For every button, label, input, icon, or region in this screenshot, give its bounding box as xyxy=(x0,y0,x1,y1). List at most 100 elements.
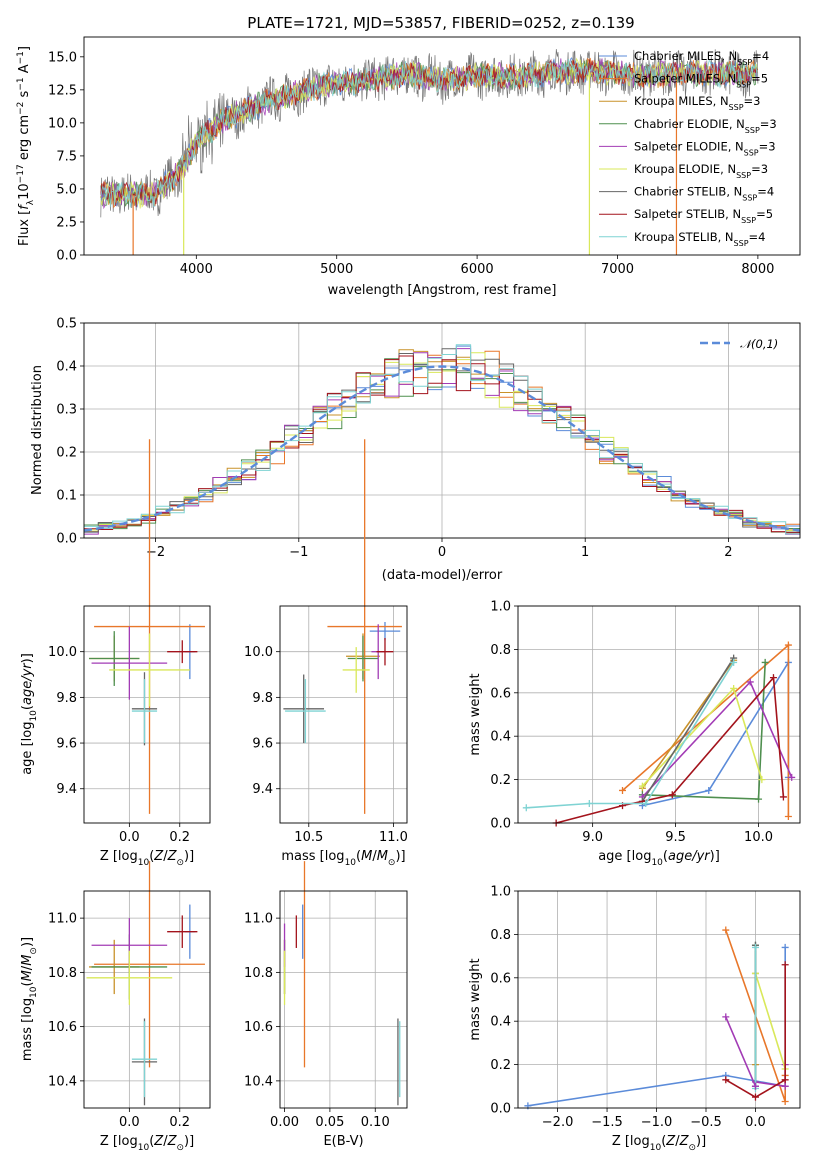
label-part: / xyxy=(163,849,168,864)
weight-marker xyxy=(781,943,789,951)
weight-line-5 xyxy=(754,973,786,1070)
label-part: / xyxy=(372,849,377,864)
y-axis-label: age [log10(age/yr)] xyxy=(20,653,39,775)
figure-title: PLATE=1721, MJD=53857, FIBERID=0252, z=0… xyxy=(247,14,634,32)
y-tick-label: 0.0 xyxy=(56,249,77,264)
label-part: age/yr xyxy=(668,849,711,864)
label-part: 10 xyxy=(29,986,39,998)
x-tick-label: −1 xyxy=(289,545,308,560)
x-axis-label: age [log10(age/yr)] xyxy=(598,849,720,868)
label-part: E(B-V) xyxy=(323,1134,363,1149)
grid-lines xyxy=(518,605,800,824)
label-part: λ xyxy=(26,199,36,205)
weight-line-4 xyxy=(725,1016,757,1087)
axes-frame xyxy=(83,605,211,824)
y-tick-label: 0.2 xyxy=(490,773,511,788)
axes-frame xyxy=(517,605,801,824)
weight-line-6 xyxy=(641,657,735,802)
label-part: f xyxy=(17,203,32,210)
label-part: M xyxy=(377,849,388,864)
weight-lines xyxy=(522,641,796,827)
weight-marker xyxy=(781,961,789,969)
y-tick-label: 10.0 xyxy=(244,645,273,660)
label-part: Z xyxy=(665,1134,676,1149)
label-part: Z xyxy=(153,1134,164,1149)
label-part: Flux [ xyxy=(17,210,32,246)
histogram-step-7 xyxy=(84,355,800,534)
x-axis-label: E(B-V) xyxy=(323,1134,363,1149)
x-axis-label: Z [log10(Z/Z⊙)] xyxy=(100,849,194,868)
x-tick-label: −1.5 xyxy=(591,1115,623,1130)
weight-marker xyxy=(638,782,646,790)
spectrum-lines xyxy=(100,49,759,255)
y-tick-label: 0.0 xyxy=(490,817,511,832)
y-axis-label: mass [log10(M/M⊙)] xyxy=(20,937,39,1061)
y-tick-label: 0.4 xyxy=(490,1015,511,1030)
x-tick-label: 5000 xyxy=(320,262,353,277)
weight-line-7 xyxy=(725,964,786,1099)
legend-label: Chabrier MILES, NSSP=4 xyxy=(634,49,769,67)
label-part: M xyxy=(20,970,35,981)
x-tick-label: 9.0 xyxy=(582,830,603,845)
weight-marker xyxy=(781,1082,789,1090)
weight-marker xyxy=(769,674,777,682)
y-tick-label: 0.8 xyxy=(490,928,511,943)
errorbar-points xyxy=(89,439,205,814)
label-part: )] xyxy=(184,1134,194,1149)
label-part: )] xyxy=(710,849,720,864)
x-tick-label: −2 xyxy=(146,545,165,560)
label-part: M xyxy=(361,849,372,864)
weight-marker xyxy=(779,793,787,801)
y-tick-label: 0.2 xyxy=(56,446,77,461)
x-tick-label: −0.5 xyxy=(690,1115,722,1130)
label-part: ( xyxy=(661,1134,666,1149)
weight-marker xyxy=(784,641,792,649)
label-part: / xyxy=(20,965,35,970)
grid-lines xyxy=(84,606,210,823)
weight-marker xyxy=(781,1097,789,1105)
y-tick-label: 0.0 xyxy=(56,532,77,547)
y-tick-label: 0.4 xyxy=(56,360,77,375)
label-part: mass [log xyxy=(20,998,35,1061)
label-part: ⊙ xyxy=(388,858,396,868)
weight-marker xyxy=(722,1076,730,1084)
weight-marker xyxy=(758,776,766,784)
y-tick-label: 9.6 xyxy=(252,737,273,752)
y-tick-label: 0.4 xyxy=(490,730,511,745)
weight-marker xyxy=(730,658,738,666)
errorbar-points xyxy=(86,861,205,1106)
x-tick-label: 0.0 xyxy=(745,1115,766,1130)
weight-marker xyxy=(619,786,627,794)
label-part: / xyxy=(163,1134,168,1149)
weight-marker xyxy=(668,791,676,799)
x-axis-label: (data-model)/error xyxy=(382,568,503,583)
x-axis-label: Z [log10(Z/Z⊙)] xyxy=(612,1134,706,1153)
y-tick-label: 0.2 xyxy=(490,1058,511,1073)
x-tick-label: 9.5 xyxy=(665,830,686,845)
x-tick-label: 0.10 xyxy=(361,1115,390,1130)
label-part: ⊙ xyxy=(29,947,39,955)
axes-frame xyxy=(83,890,211,1109)
label-part: −1 xyxy=(16,51,26,64)
y-tick-label: 0.5 xyxy=(56,317,77,332)
weight-vs-age-panel: 9.0 9.5 10.0 0.0 0.2 0.4 0.6 0.8 1.0 age [log10(a… xyxy=(468,600,801,868)
y-tick-label: 0.8 xyxy=(490,643,511,658)
y-tick-label: 12.5 xyxy=(48,83,77,98)
y-tick-label: 15.0 xyxy=(48,50,77,65)
label-part: ( xyxy=(149,849,154,864)
grid-lines xyxy=(518,890,800,1109)
label-part: 10 xyxy=(651,858,663,868)
legend-label: Salpeter ELODIE, NSSP=3 xyxy=(634,139,776,157)
x-tick-label: 0.2 xyxy=(169,1115,190,1130)
x-tick-label: 0.0 xyxy=(119,1115,140,1130)
x-axis-label: mass [log10(M/M⊙)] xyxy=(281,849,405,868)
label-part: 10 xyxy=(138,858,150,868)
label-part: 10 xyxy=(29,710,39,722)
axes-frame xyxy=(279,890,408,1109)
spectrum-line-4 xyxy=(100,58,758,210)
weight-vs-metallicity-panel: −2.0 −1.5 −1.0 −0.5 0.0 0.0 0.2 0.4 0.6 0.8 1.0 Z [… xyxy=(468,885,801,1153)
legend-label: Kroupa STELIB, NSSP=4 xyxy=(634,230,765,248)
label-part: 10 xyxy=(650,1143,662,1153)
label-part: age [log xyxy=(598,849,651,864)
